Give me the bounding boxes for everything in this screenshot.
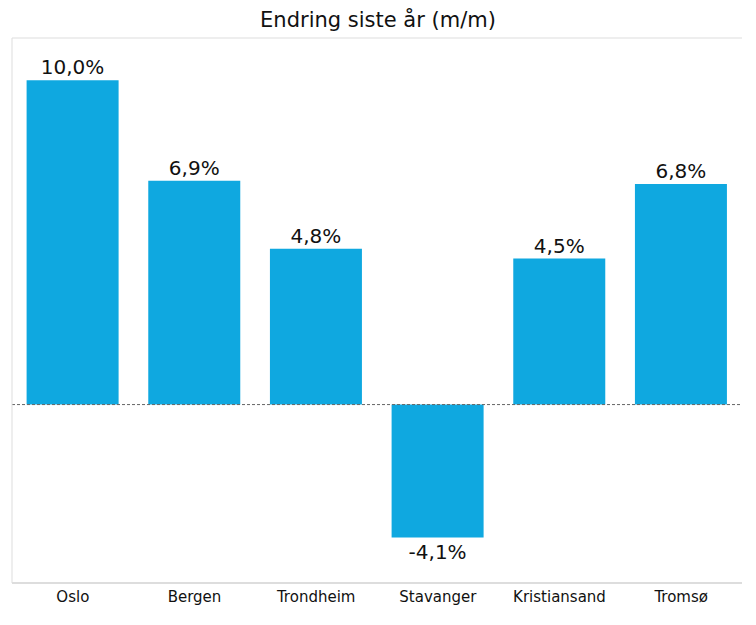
svg-text:10,0%: 10,0% — [41, 55, 105, 79]
svg-text:6,9%: 6,9% — [169, 156, 220, 180]
svg-text:4,8%: 4,8% — [291, 224, 342, 248]
svg-text:Bergen: Bergen — [168, 588, 222, 606]
svg-text:4,5%: 4,5% — [534, 234, 585, 258]
html-text:Endring siste år (m/m): Endring siste år (m/m) — [260, 8, 496, 32]
svg-text:Oslo: Oslo — [56, 588, 89, 606]
svg-text:6,8%: 6,8% — [656, 159, 707, 183]
svg-text:Kristiansand: Kristiansand — [513, 588, 606, 606]
svg-text:Trondheim: Trondheim — [276, 588, 356, 606]
svg-text:Tromsø: Tromsø — [653, 588, 708, 606]
svg-text:Stavanger: Stavanger — [399, 588, 477, 606]
svg-text:-4,1%: -4,1% — [409, 540, 467, 564]
